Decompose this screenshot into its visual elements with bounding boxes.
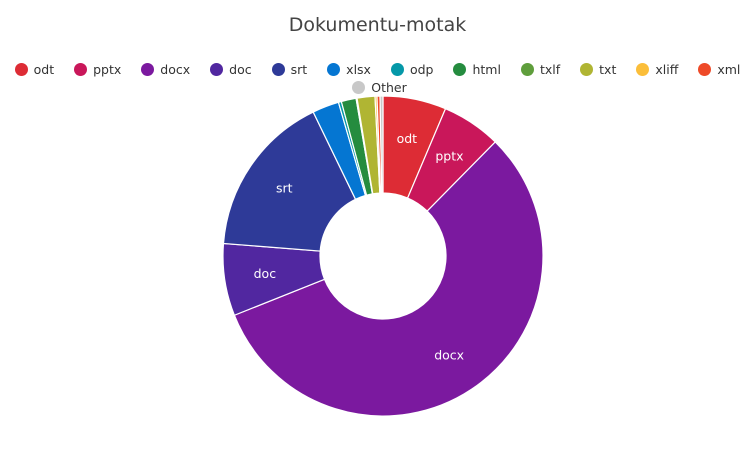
legend-marker-icon [271,62,285,76]
legend-item-xliff[interactable]: xliff [636,62,678,77]
chart-legend: odt pptx docx doc srt xlsx odp html txlf txt xliff… [0,60,755,96]
legend-label: txlf [539,61,561,77]
slice-srt[interactable] [222,111,357,252]
slice-label-doc: doc [254,266,277,281]
legend-label: doc [229,61,252,77]
legend-label: html [472,61,501,77]
legend-marker-icon [210,62,224,76]
legend-label: txt [599,61,617,77]
slice-other[interactable] [379,95,384,194]
legend-label: pptx [93,61,122,77]
legend-item-docx[interactable]: docx [141,62,190,77]
legend-marker-icon [390,62,404,76]
slice-label-srt: srt [276,181,293,196]
legend-item-pptx[interactable]: pptx [74,62,121,77]
chart-title: Dokumentu-motak [288,14,467,36]
slice-label-pptx: pptx [435,149,463,164]
legend-item-html[interactable]: html [453,61,501,77]
legend-item-odp[interactable]: odp [390,61,434,77]
legend-label: xlsx [346,61,371,77]
legend-marker-icon [141,62,155,76]
legend-label: xliff [655,61,679,77]
legend-item-doc[interactable]: doc [210,61,252,77]
legend-item-txt[interactable]: txt [580,62,616,77]
legend-label: odt [33,61,55,77]
legend-marker-icon [327,62,341,76]
slice-label-odt: odt [397,131,418,146]
legend-marker-icon [698,62,712,76]
legend-item-xlsx[interactable]: xlsx [327,62,371,77]
slice-label-docx: docx [434,348,464,363]
slice-docx[interactable] [233,141,544,417]
legend-item-txlf[interactable]: txlf [520,61,561,77]
legend-marker-icon [453,62,467,76]
legend-row-1: odt pptx docx doc srt xlsx odp html txlf txt xliff… [0,60,755,78]
legend-label: srt [290,61,308,77]
legend-item-other[interactable]: Other [352,80,407,95]
legend-label: xml [717,61,741,77]
legend-marker-icon [636,62,650,76]
legend-marker-icon [520,62,534,76]
legend-row-2: Other [0,78,755,96]
legend-marker-icon [352,80,366,94]
legend-marker-icon [580,62,594,76]
legend-marker-icon [74,62,88,76]
legend-label: docx [160,61,191,77]
legend-item-odt[interactable]: odt [14,61,55,77]
legend-marker-icon [14,62,28,76]
legend-label: Other [371,79,407,95]
legend-item-srt[interactable]: srt [271,61,308,77]
legend-item-xml[interactable]: xml [698,62,740,77]
legend-label: odp [409,61,434,77]
